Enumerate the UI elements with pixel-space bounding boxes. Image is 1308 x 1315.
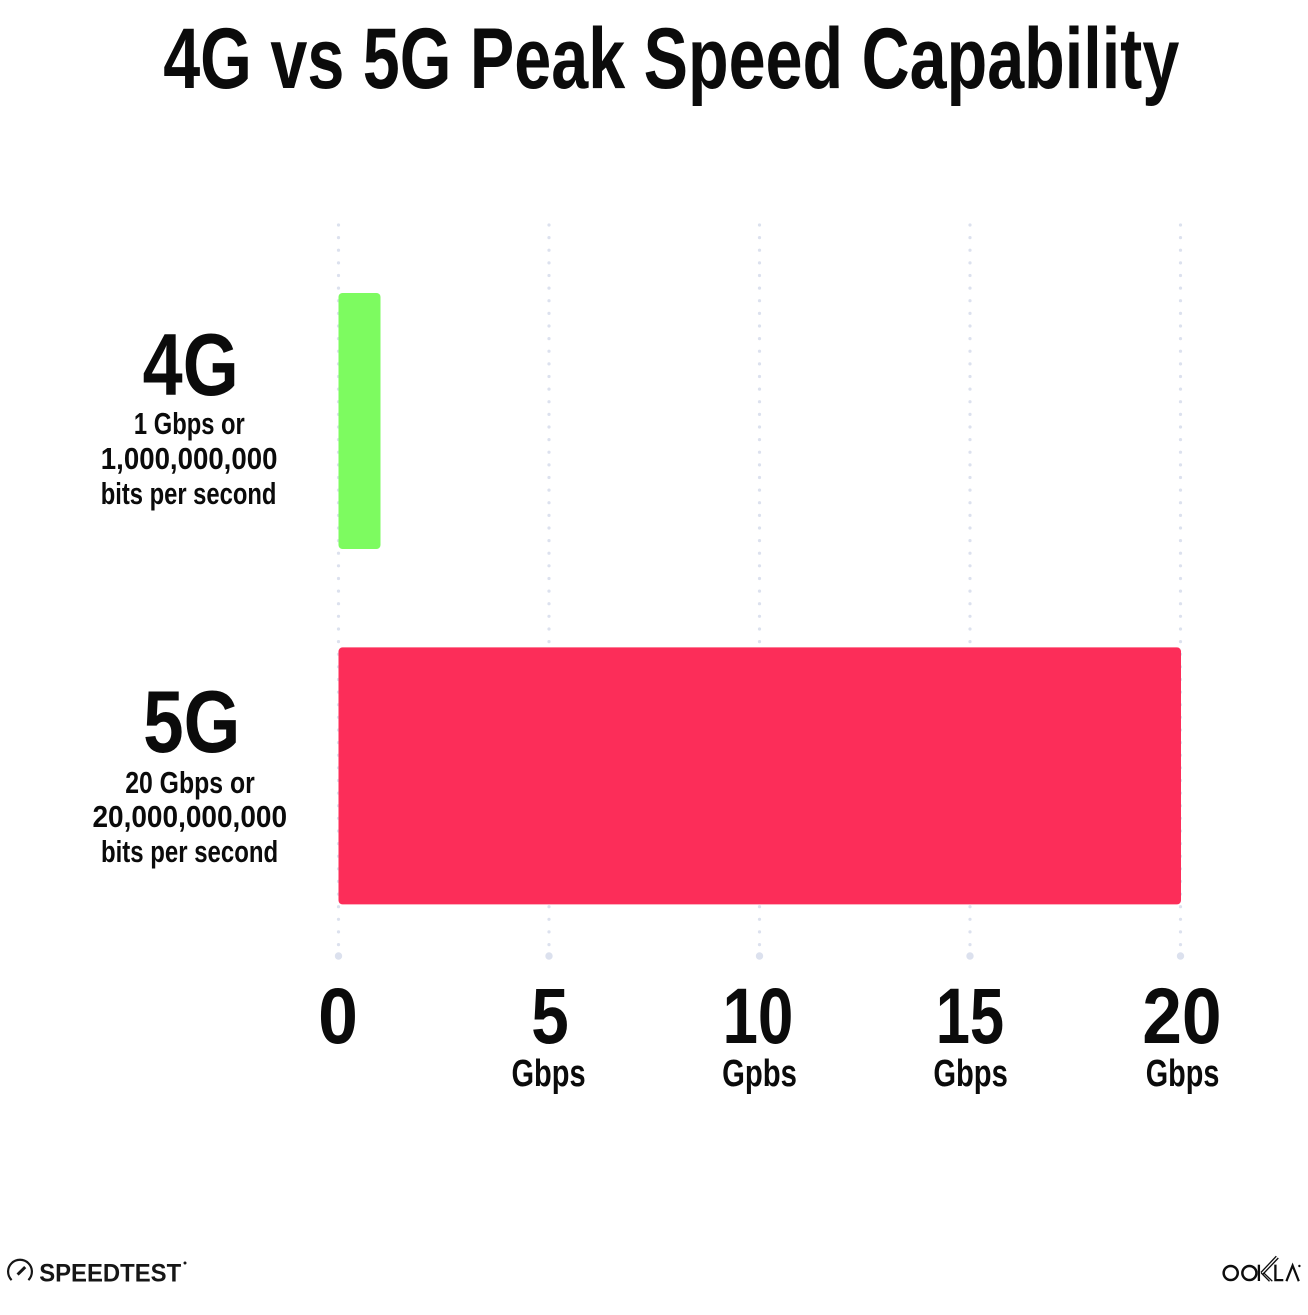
svg-text:SPEEDTEST: SPEEDTEST	[39, 1259, 181, 1287]
